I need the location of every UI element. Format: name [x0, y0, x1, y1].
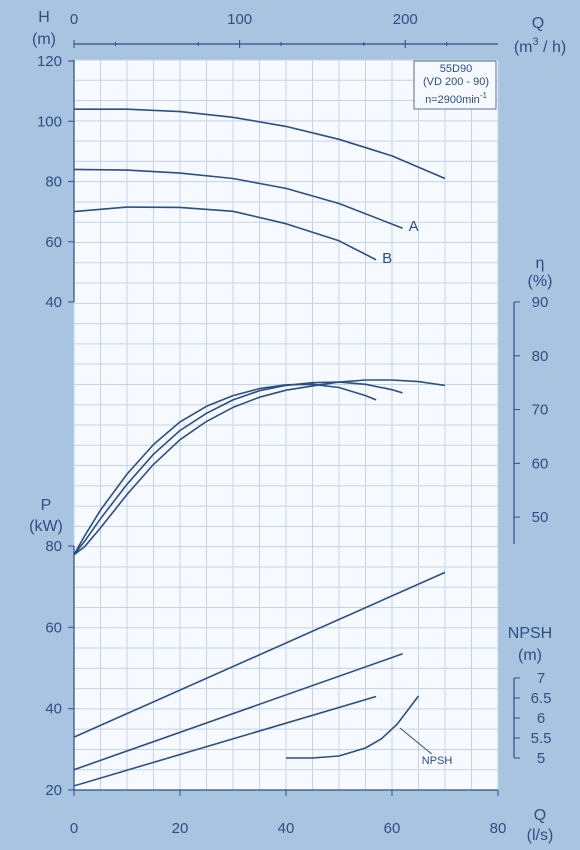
head-curve [74, 206, 377, 261]
info-box: 55D90 (VD 200 - 90) n=2900min-1 [413, 60, 497, 110]
npsh-tick-label: 7 [537, 670, 545, 687]
curves [74, 108, 446, 787]
head-tick-label: 80 [45, 174, 62, 191]
efficiency-tick-label: 60 [532, 455, 549, 472]
bottom-tick-label: 40 [278, 820, 295, 837]
pump-speed: n=2900min-1 [425, 91, 487, 106]
npsh-axis-unit: (m) [518, 647, 542, 664]
power-curve [74, 653, 403, 771]
npsh-tick-label: 5 [537, 750, 545, 767]
npsh-leader-line [399, 727, 433, 755]
efficiency-tick-label: 50 [532, 509, 549, 526]
efficiency-curve [74, 379, 446, 556]
efficiency-curve [74, 381, 403, 556]
pump-variant: (VD 200 - 90) [423, 76, 489, 88]
efficiency-tick-label: 70 [532, 402, 549, 419]
pump-model: 55D90 [440, 63, 472, 75]
power-curve [74, 695, 377, 787]
top-tick-label: 0 [70, 11, 78, 28]
efficiency-curve [74, 383, 377, 556]
efficiency-axis-label: η [536, 255, 545, 272]
power-curve [74, 571, 446, 738]
head-tick-label: 100 [37, 113, 62, 130]
power-tick-label: 80 [45, 538, 62, 555]
top-axis-unit: (m3 / h) [514, 36, 566, 56]
head-tick-label: 120 [37, 53, 62, 70]
npsh-tick-label: 6.5 [531, 690, 552, 707]
power-tick-label: 40 [45, 701, 62, 718]
head-curve [74, 108, 446, 180]
npsh-axis-label: NPSH [508, 625, 552, 642]
head-curve-label: A [409, 218, 419, 235]
top-tick-label: 200 [393, 11, 418, 28]
head-axis-unit: (m) [32, 31, 56, 48]
head-curve-label: B [382, 250, 392, 267]
efficiency-axis-unit: (%) [528, 273, 553, 290]
top-axis-label: Q [532, 15, 544, 32]
curve-labels: AB NPSH [382, 218, 452, 767]
bottom-axis-unit: (l/s) [527, 827, 554, 844]
power-tick-label: 20 [45, 782, 62, 799]
npsh-curve-label: NPSH [422, 755, 453, 767]
head-tick-label: 40 [45, 294, 62, 311]
npsh-tick-label: 5.5 [531, 730, 552, 747]
head-tick-label: 60 [45, 234, 62, 251]
power-axis-unit: (kW) [29, 518, 63, 535]
bottom-axis-label: Q [534, 807, 546, 824]
axis-ticks: 0 100 20012010080604080604020908070605076.… [37, 11, 551, 837]
bottom-tick-label: 0 [70, 820, 78, 837]
power-tick-label: 60 [45, 619, 62, 636]
head-curve [74, 168, 403, 229]
efficiency-tick-label: 80 [532, 348, 549, 365]
bottom-tick-label: 20 [172, 820, 189, 837]
npsh-curve [286, 695, 420, 759]
top-tick-label: 100 [227, 11, 252, 28]
head-axis-label: H [38, 9, 50, 26]
bottom-tick-label: 60 [384, 820, 401, 837]
npsh-tick-label: 6 [537, 710, 545, 727]
bottom-tick-label: 80 [490, 820, 507, 837]
efficiency-tick-label: 90 [532, 294, 549, 311]
power-axis-label: P [41, 497, 52, 514]
